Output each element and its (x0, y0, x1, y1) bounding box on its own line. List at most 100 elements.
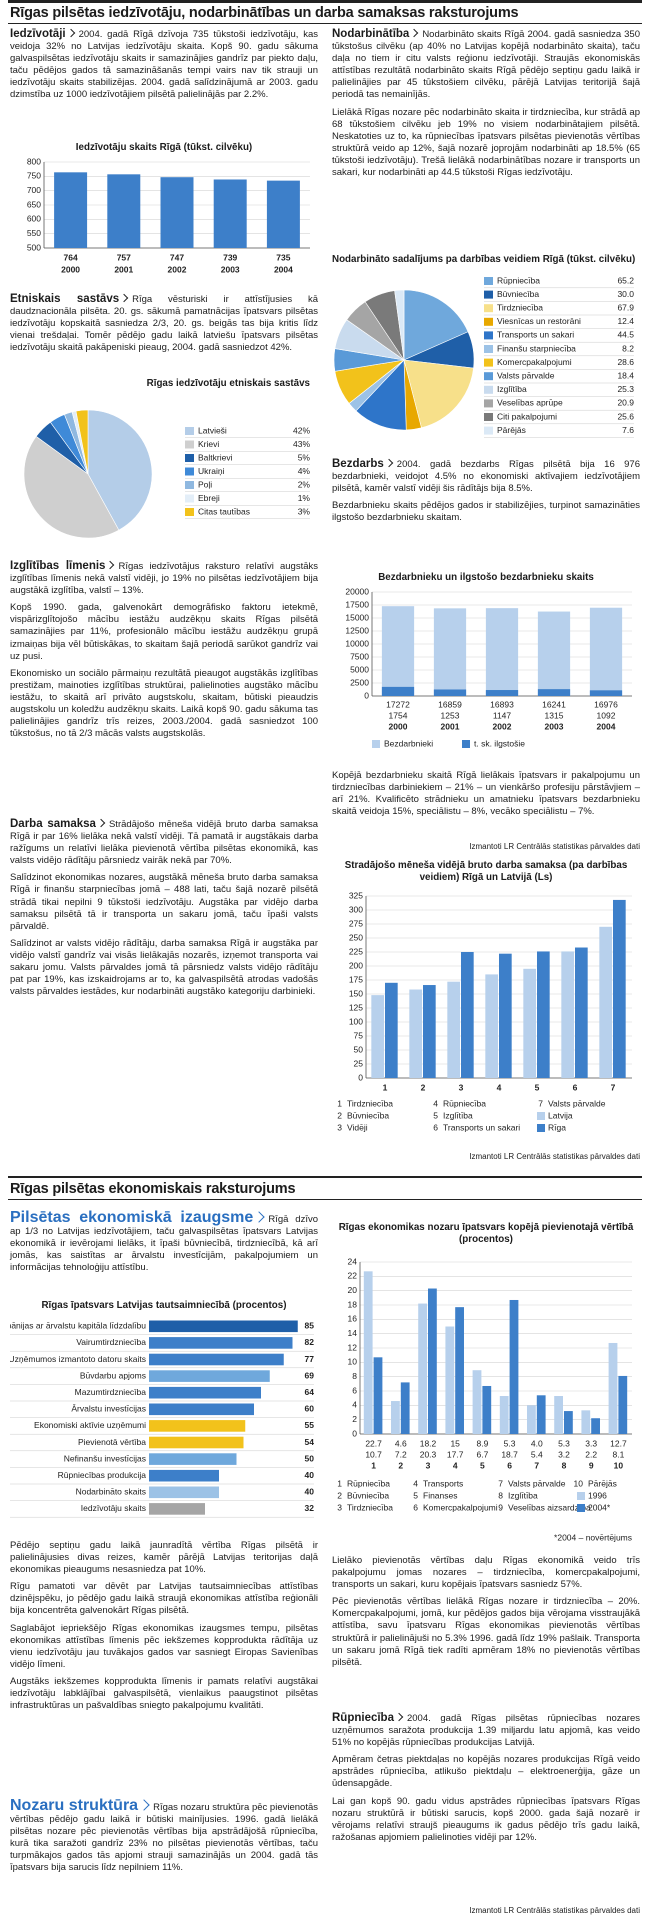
value-label: 65.2 (617, 275, 634, 285)
bar (618, 1375, 628, 1434)
heading-chevron (138, 1799, 150, 1811)
paragraph-text: Bezdarbnieku skaits pēdējos gados ir sta… (332, 500, 640, 524)
y-tick-label: 24 (348, 1256, 358, 1266)
y-tick-label: 0 (352, 1428, 357, 1438)
bar (149, 1503, 205, 1515)
x-tick-label: 2002 (493, 721, 512, 731)
bar (527, 1405, 536, 1434)
text-block: Rūpniecība 2004. gadā Rīgas pilsētas rūpn… (332, 1712, 640, 1849)
value-label: 7.6 (622, 425, 634, 435)
category-label: Uzņēmumos izmantoto datoru skaits (10, 1354, 146, 1364)
paragraph-text: Lielākā Rīgas nozare pēc nodarbināto ska… (332, 106, 640, 179)
bar (423, 985, 436, 1078)
paragraph-text: Rīgu pamatoti var dēvēt par Latvijas tau… (10, 1581, 318, 1617)
legend-label: Rūpniecība (347, 1478, 390, 1488)
legend-label: Latvieši (198, 425, 227, 435)
heading: Pilsētas ekonomiskā izaugsme (10, 1209, 254, 1226)
x-tick-label: 3 (426, 1460, 431, 1470)
source-note: Izmantoti LR Centrālās statistikas pārva… (469, 1906, 640, 1915)
value-label: 5% (298, 452, 311, 462)
bar (499, 953, 512, 1078)
legend-swatch (185, 440, 194, 449)
paragraph: Kopējā bezdarbnieku skaitā Rīgā lielākai… (332, 770, 640, 818)
legend-label: Ebreji (198, 493, 220, 503)
heading: Iedzīvotāji (10, 28, 66, 40)
legend-number: 6 (433, 1122, 438, 1132)
bar (589, 690, 623, 696)
legend-swatch (372, 740, 380, 748)
legend-swatch (484, 277, 493, 285)
heading: Darba samaksa (10, 818, 96, 830)
paragraph: Ekonomisko un sociālo pārmaiņu rezultātā… (10, 668, 318, 741)
heading-chevron (253, 1211, 265, 1223)
x-tick-label: 6 (507, 1460, 512, 1470)
paragraph: Iedzīvotāji 2004. gadā Rīgā dzīvoja 735 t… (10, 28, 318, 102)
legend-swatch (185, 467, 194, 476)
paragraph: Augstāks iekšzemes kopprodukta līmenis i… (10, 1676, 318, 1712)
value-label: 3.3 (585, 1438, 597, 1448)
y-tick-label: 12500 (345, 625, 369, 635)
bar (433, 689, 467, 696)
legend-swatch (484, 413, 493, 421)
paragraph: Saglabājot iepriekšējo Rīgas ekonomikas … (10, 1623, 318, 1671)
legend-swatch (484, 331, 493, 340)
top-rule (8, 0, 642, 3)
value-label: 2% (298, 479, 311, 489)
paragraph-text: Salīdzinot ekonomikas nozares, augstākā … (10, 872, 318, 932)
legend-swatch (185, 481, 194, 489)
legend-label: Ukraiņi (198, 466, 225, 476)
legend-label: Finanšu starpniecība (497, 343, 576, 353)
legend-swatch (577, 1504, 585, 1512)
y-tick-label: 75 (354, 1030, 364, 1040)
heading-chevron (410, 28, 419, 38)
paragraph: Kopš 1990. gada, galvenokārt demogrāfisk… (10, 602, 318, 662)
bar (536, 1395, 546, 1434)
y-tick-label: 20000 (345, 586, 369, 596)
source-note: Izmantoti LR Centrālās statistikas pārva… (469, 1152, 640, 1161)
category-label: Iedzīvotāju skaits (81, 1503, 146, 1513)
bar (537, 951, 550, 1078)
y-tick-label: 750 (27, 171, 41, 181)
x-tick-label: 2000 (61, 264, 80, 274)
value-label: 64 (305, 1387, 315, 1397)
chart: Rūpniecība 65.2 Būvniecība 30.0 Tirdzniecība… (333, 275, 634, 438)
legend-label: Citas tautības (198, 506, 250, 516)
legend-label: Komercpakalpojumi (423, 1502, 498, 1512)
text-block: Pēdējo septiņu gadu laikā jaunradītā vēr… (10, 1540, 318, 1717)
bar (561, 951, 574, 1078)
category-label: Nodarbināto skaits (76, 1487, 146, 1497)
paragraph-text: Strādājošo mēneša vidējā bruto darba sam… (10, 819, 318, 867)
paragraph: Lielākā Rīgas nozare pēc nodarbināto ska… (332, 107, 640, 180)
text-block: Pilsētas ekonomiskā izaugsme Rīgā dzīvo a… (10, 1209, 318, 1279)
bar (418, 1303, 427, 1434)
legend-swatch (484, 372, 493, 381)
heading: Nodarbinātība (332, 28, 410, 40)
pie-slice (23, 435, 120, 539)
legend-label: Būvniecība (347, 1110, 389, 1120)
bar (213, 179, 247, 248)
pie-slice (75, 409, 89, 475)
section-rule (8, 1176, 642, 1178)
category-label: Ārvalstu investīcijas (71, 1404, 146, 1414)
chart: 500 550 600 650 700 750 800 764 2000 757 2001 747 20… (27, 156, 310, 274)
y-tick-label: 50 (354, 1044, 364, 1054)
value-label: 16859 (438, 699, 462, 709)
paragraph-text: 2004. gadā Rīgas pilsētas rūpniecības no… (332, 1713, 640, 1749)
legend-label: 2004* (588, 1502, 611, 1512)
paragraph-text: Lielāko pievienotās vērtības daļu Rīgas … (332, 1555, 640, 1591)
legend-label: 1996 (588, 1490, 607, 1500)
legend-label: Izglītība (497, 384, 527, 394)
y-tick-label: 17500 (345, 599, 369, 609)
value-label: 42% (293, 425, 310, 435)
chart-title: Rīgas īpatsvars Latvijas tautsaimniecībā… (41, 1300, 287, 1311)
value-label: 1754 (389, 710, 408, 720)
value-label: 20.3 (420, 1449, 437, 1459)
heading: Nozaru struktūra (10, 1797, 139, 1814)
paragraph-text: Saglabājot iepriekšējo Rīgas ekonomikas … (10, 1622, 318, 1670)
legend-label: Finanses (423, 1490, 458, 1500)
value-label: 16241 (542, 699, 566, 709)
legend-label: Baltkrievi (198, 452, 233, 462)
bar (373, 1357, 383, 1434)
value-label: 764 (64, 252, 78, 262)
value-label: 4.0 (531, 1438, 543, 1448)
